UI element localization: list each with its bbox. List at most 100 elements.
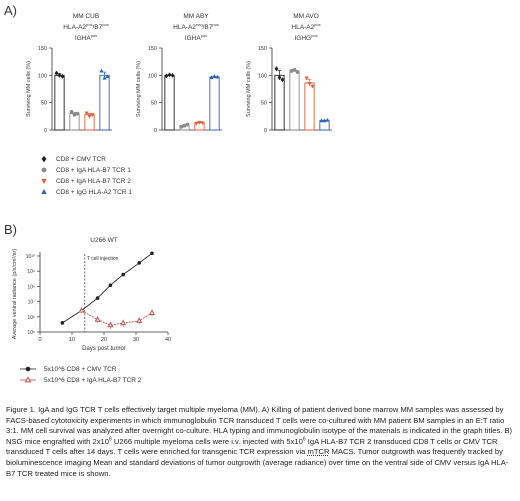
legend-label: CD8 + IgA HLA-B7 TCR 1 [56, 166, 131, 174]
circle-marker-icon [20, 366, 36, 372]
bar-chart-mm-cub: 0 50 100 150 Surviving MM cells (%) [26, 46, 112, 134]
injection-label: T cell injection [87, 256, 119, 262]
data-point [185, 122, 190, 127]
panel-a-letter: A) [4, 3, 17, 18]
chart-3-title: MM AVO HLA-A2pos IGHGpos [266, 13, 346, 43]
circle-marker-icon [41, 167, 47, 173]
chart-1-title: MM CUB HLA-A2pos/B7pos IGHApos [46, 13, 126, 43]
bar [274, 74, 285, 131]
data-point [164, 73, 169, 79]
data-point [194, 121, 199, 126]
data-point [108, 283, 113, 287]
data-point [209, 75, 214, 80]
legend-item: CD8 + IgA HLA-B7 TCR 1 [40, 166, 131, 174]
y-tick-label: 0 [44, 128, 47, 134]
chart-1-title-line2: HLA-A2pos/B7pos [63, 22, 109, 32]
data-point [289, 69, 294, 73]
triangle-up-marker-icon [20, 376, 36, 383]
bar [209, 76, 220, 131]
triangle-down-marker-icon [41, 179, 47, 184]
y-tick-label: 150 [148, 46, 157, 52]
y-tick-label: 100 [148, 73, 157, 79]
data-point [75, 111, 80, 116]
data-point [94, 316, 101, 322]
data-point [60, 73, 65, 79]
x-tick-label: 40 [165, 337, 171, 343]
data-point [54, 70, 59, 76]
data-point [215, 74, 220, 79]
legend-label: 5x10^6 CD8 + CMV TCR [44, 365, 117, 373]
data-point [121, 272, 125, 277]
legend-item: CD8 + IgG HLA-A2 TCR 1 [40, 188, 132, 196]
data-point [90, 113, 95, 117]
bar [289, 70, 300, 131]
y-tick-label: 50 [41, 101, 47, 107]
chart-3-title-line1: MM AVO [293, 13, 319, 20]
data-point [148, 309, 156, 316]
data-point [150, 251, 154, 256]
x-tick-label: 0 [38, 337, 41, 343]
x-tick-label: 30 [133, 337, 139, 343]
chart-2-title-line3: IGHApos [184, 33, 208, 43]
legend-item: 5x10^6 CD8 + CMV TCR [20, 365, 116, 373]
legend-marker [41, 167, 47, 173]
data-point [170, 72, 175, 78]
y-tick-label: 100 [38, 73, 47, 79]
legend-marker [25, 366, 31, 372]
legend-label: 5x10^6 CD8 + IgA HLA-B7 TCR 2 [44, 376, 142, 384]
data-point [78, 307, 85, 313]
y-axis-label: Surviving MM cells (%) [26, 61, 32, 117]
chart-2-title-line2: HLA-A2neg/B7pos [173, 22, 219, 32]
data-point [212, 74, 217, 78]
y-tick-label: 50 [151, 101, 157, 107]
legend-marker [24, 376, 32, 383]
legend-marker [41, 155, 47, 163]
y-tick-label: 10⁵ [27, 330, 35, 336]
legend-marker [41, 179, 47, 184]
legend-marker [41, 189, 47, 194]
legend-label: CD8 + CMV TCR [56, 155, 106, 163]
y-tick-label: 150 [38, 46, 47, 52]
bar [304, 82, 315, 131]
chart-1-title-line3: IGHApos [74, 33, 98, 43]
legend-item: CD8 + CMV TCR [40, 155, 106, 163]
legend-label: CD8 + IgG HLA-A2 TCR 1 [56, 188, 132, 196]
bar-chart-mm-avo: 0 50 100 150 Surviving MM cells (%) [246, 46, 332, 134]
legend-item: CD8 + IgA HLA-B7 TCR 2 [40, 177, 131, 185]
y-tick-label: 100 [258, 73, 267, 79]
line-chart-u266: U266 WT 10⁵ 10⁶ 10⁷ 10⁸ 10⁹ 10¹⁰ 0 10 20 30 40 Days … [12, 237, 171, 352]
y-axis-label: Surviving MM cells (%) [246, 61, 252, 117]
x-axis-label: Days post tumor [82, 346, 126, 352]
y-axis-label: Surviving MM cells (%) [136, 61, 142, 117]
y-tick-label: 50 [261, 101, 267, 107]
chart-3-title-line2: HLA-A2pos [291, 22, 321, 32]
figure-caption: Figure 1. IgA and IgG TCR T cells effect… [6, 405, 513, 478]
data-point [72, 112, 77, 117]
data-point [99, 68, 104, 73]
bar [54, 74, 65, 131]
y-tick-label: 10¹⁰ [26, 254, 35, 260]
data-point [87, 114, 92, 119]
legend-item: 5x10^6 CD8 + IgA HLA-B7 TCR 2 [20, 376, 141, 384]
y-axis-label: Average ventral radiance (p/s/cm²/sr) [12, 249, 18, 340]
y-tick-label: 0 [154, 128, 157, 134]
chart-3-title-line3: IGHGpos [294, 33, 318, 43]
bar-chart-mm-aby: 0 50 100 150 Surviving MM cells (%) [136, 46, 222, 134]
data-point [120, 319, 127, 326]
data-point [84, 111, 89, 116]
data-point [60, 321, 65, 325]
data-point [69, 110, 74, 114]
data-point [304, 76, 309, 81]
y-tick-label: 150 [258, 46, 267, 52]
diamond-marker-icon [41, 155, 47, 163]
data-point [136, 317, 143, 323]
data-point [105, 74, 110, 78]
legend-label: CD8 + IgA HLA-B7 TCR 2 [56, 177, 131, 185]
y-tick-label: 10⁹ [27, 269, 35, 275]
x-tick-label: 10 [69, 337, 75, 343]
chart-2-title: MM ABY HLA-A2neg/B7pos IGHApos [156, 13, 236, 43]
data-point [137, 261, 141, 265]
chart-1-title-line1: MM CUB [72, 13, 100, 20]
series-line [81, 310, 153, 326]
bar [99, 74, 110, 131]
